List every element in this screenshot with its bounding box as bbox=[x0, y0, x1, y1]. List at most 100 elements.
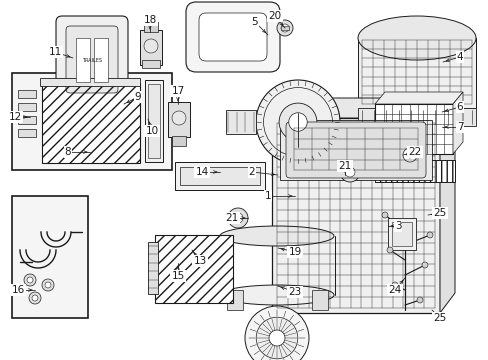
Circle shape bbox=[339, 162, 359, 182]
Circle shape bbox=[288, 113, 306, 131]
Polygon shape bbox=[439, 98, 454, 313]
Circle shape bbox=[24, 274, 36, 286]
Text: 6: 6 bbox=[456, 102, 462, 112]
Bar bbox=[40, 78, 140, 86]
Circle shape bbox=[426, 232, 432, 238]
Bar bbox=[374, 160, 454, 182]
Bar bbox=[42, 83, 140, 163]
Bar bbox=[175, 162, 264, 190]
Circle shape bbox=[29, 292, 41, 304]
Circle shape bbox=[276, 20, 292, 36]
Text: 2: 2 bbox=[248, 167, 255, 177]
Circle shape bbox=[406, 152, 412, 158]
Polygon shape bbox=[271, 98, 454, 118]
Bar bbox=[225, 110, 256, 134]
Bar bbox=[311, 290, 327, 310]
Ellipse shape bbox=[220, 285, 333, 305]
Polygon shape bbox=[452, 92, 462, 154]
Circle shape bbox=[268, 330, 285, 346]
Bar bbox=[226, 290, 243, 310]
Bar bbox=[145, 80, 163, 162]
Text: 1: 1 bbox=[264, 191, 271, 201]
Circle shape bbox=[244, 306, 308, 360]
Circle shape bbox=[42, 279, 54, 291]
Bar bbox=[143, 22, 158, 32]
Circle shape bbox=[386, 247, 392, 253]
Bar bbox=[12, 196, 88, 318]
Bar bbox=[155, 235, 232, 303]
Bar bbox=[168, 102, 190, 137]
Circle shape bbox=[27, 277, 33, 283]
Text: 20: 20 bbox=[268, 11, 281, 21]
Text: 7: 7 bbox=[456, 122, 462, 132]
Text: 18: 18 bbox=[143, 15, 156, 25]
Circle shape bbox=[172, 111, 185, 125]
Text: 13: 13 bbox=[193, 256, 206, 266]
Text: 22: 22 bbox=[407, 147, 421, 157]
Circle shape bbox=[45, 282, 51, 288]
Polygon shape bbox=[374, 92, 462, 104]
Circle shape bbox=[402, 148, 416, 162]
Bar bbox=[12, 73, 172, 170]
Circle shape bbox=[395, 141, 423, 169]
FancyBboxPatch shape bbox=[185, 2, 280, 72]
Text: 5: 5 bbox=[251, 17, 258, 27]
Bar bbox=[42, 83, 140, 163]
Circle shape bbox=[345, 167, 354, 177]
Text: 11: 11 bbox=[48, 47, 61, 57]
Circle shape bbox=[281, 24, 288, 32]
Circle shape bbox=[416, 297, 422, 303]
Bar bbox=[18, 103, 36, 111]
Text: 15: 15 bbox=[171, 271, 184, 281]
Text: 3: 3 bbox=[394, 221, 401, 231]
Bar bbox=[280, 120, 431, 180]
Circle shape bbox=[381, 212, 387, 218]
Bar bbox=[155, 235, 232, 303]
Bar bbox=[387, 218, 415, 250]
Ellipse shape bbox=[357, 16, 475, 60]
Bar bbox=[142, 60, 160, 68]
Text: 4: 4 bbox=[456, 52, 462, 62]
FancyBboxPatch shape bbox=[199, 13, 266, 61]
Text: 19: 19 bbox=[288, 247, 301, 257]
Text: 16: 16 bbox=[11, 285, 24, 295]
Text: 25: 25 bbox=[432, 313, 446, 323]
Circle shape bbox=[256, 80, 339, 164]
Bar bbox=[18, 129, 36, 137]
Text: 25: 25 bbox=[432, 208, 446, 218]
Text: 10: 10 bbox=[145, 126, 158, 136]
Bar bbox=[94, 38, 108, 82]
Bar bbox=[18, 90, 36, 98]
Bar bbox=[357, 108, 475, 126]
Circle shape bbox=[232, 213, 243, 223]
Text: 8: 8 bbox=[64, 147, 71, 157]
Bar bbox=[180, 167, 260, 185]
Bar bbox=[281, 26, 288, 30]
Text: 21: 21 bbox=[338, 161, 351, 171]
Text: 12: 12 bbox=[8, 112, 21, 122]
Polygon shape bbox=[357, 38, 475, 108]
Bar bbox=[271, 118, 439, 313]
Circle shape bbox=[32, 295, 38, 301]
Text: 17: 17 bbox=[171, 86, 184, 96]
Text: 21: 21 bbox=[225, 213, 238, 223]
Circle shape bbox=[279, 103, 316, 141]
Bar bbox=[374, 104, 452, 154]
Text: 24: 24 bbox=[387, 285, 401, 295]
Circle shape bbox=[256, 317, 297, 359]
Circle shape bbox=[421, 262, 427, 268]
Text: 14: 14 bbox=[195, 167, 208, 177]
Text: 23: 23 bbox=[288, 287, 301, 297]
Bar bbox=[18, 116, 36, 124]
Circle shape bbox=[143, 39, 158, 53]
FancyBboxPatch shape bbox=[56, 16, 128, 103]
Bar bbox=[172, 136, 185, 146]
Text: TRAILES: TRAILES bbox=[82, 58, 102, 63]
Bar bbox=[148, 84, 160, 158]
Circle shape bbox=[391, 282, 397, 288]
Bar bbox=[391, 222, 411, 246]
Bar bbox=[76, 38, 90, 82]
Ellipse shape bbox=[220, 226, 333, 246]
Bar bbox=[140, 30, 162, 65]
FancyBboxPatch shape bbox=[66, 26, 118, 93]
